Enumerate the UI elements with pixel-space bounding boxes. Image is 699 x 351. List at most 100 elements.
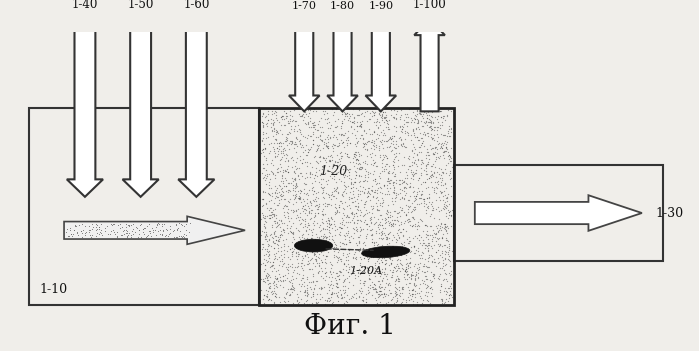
Point [350, 179, 361, 185]
Point [377, 251, 388, 256]
Point [289, 118, 301, 124]
Point [342, 276, 353, 281]
Point [410, 125, 421, 131]
Point [408, 286, 419, 291]
Point [139, 225, 150, 230]
Point [398, 162, 410, 167]
Point [268, 212, 279, 217]
Point [381, 182, 392, 187]
Point [350, 210, 361, 216]
Point [346, 111, 357, 117]
Point [413, 202, 424, 207]
Point [445, 288, 456, 293]
Point [259, 215, 271, 221]
Point [411, 235, 422, 241]
Point [375, 235, 387, 241]
Point [287, 269, 298, 275]
Point [373, 291, 384, 297]
Point [322, 253, 333, 259]
Point [403, 163, 414, 168]
Point [434, 265, 445, 271]
Point [385, 221, 396, 226]
Point [424, 285, 435, 291]
Point [257, 135, 268, 141]
Point [407, 223, 418, 228]
Point [387, 297, 398, 302]
Point [77, 231, 88, 236]
Point [284, 293, 296, 298]
Point [438, 152, 449, 158]
Point [288, 146, 299, 151]
Point [290, 253, 301, 259]
Point [348, 256, 359, 261]
Point [293, 172, 304, 178]
Point [271, 129, 282, 134]
Point [96, 232, 107, 238]
Point [266, 124, 277, 130]
Point [306, 215, 317, 221]
Point [382, 144, 393, 150]
Point [423, 258, 434, 264]
Point [377, 275, 389, 281]
Point [348, 126, 359, 131]
Point [407, 128, 418, 133]
Point [284, 264, 296, 269]
Point [259, 233, 271, 239]
Point [295, 113, 306, 119]
Point [347, 181, 359, 187]
Point [369, 239, 380, 245]
Point [442, 278, 453, 284]
Point [270, 150, 281, 155]
Point [303, 291, 314, 297]
Point [446, 280, 457, 285]
Point [432, 222, 443, 227]
Point [361, 254, 373, 259]
Point [363, 287, 374, 293]
Point [427, 205, 438, 211]
Point [308, 241, 319, 246]
Point [421, 269, 432, 274]
Point [313, 224, 324, 230]
Point [302, 274, 313, 279]
Point [261, 233, 273, 238]
Point [401, 300, 412, 305]
Point [309, 250, 320, 256]
Point [384, 135, 395, 140]
Point [409, 119, 420, 125]
Point [379, 115, 390, 120]
Point [317, 108, 329, 114]
Point [333, 269, 345, 274]
Point [299, 292, 310, 298]
Point [259, 266, 270, 272]
Point [433, 155, 445, 161]
Point [343, 219, 354, 224]
Point [302, 261, 313, 267]
Point [309, 242, 320, 248]
Point [412, 118, 424, 124]
Point [276, 193, 287, 199]
Point [342, 184, 353, 189]
Point [273, 140, 284, 146]
Point [294, 211, 305, 216]
Point [282, 243, 294, 249]
Point [389, 221, 400, 226]
Point [344, 115, 355, 121]
Point [313, 262, 324, 267]
Point [372, 191, 383, 196]
Point [408, 243, 419, 249]
Point [157, 232, 168, 237]
Point [439, 132, 450, 138]
Point [349, 220, 360, 226]
Point [368, 281, 379, 287]
Point [258, 111, 269, 116]
Point [338, 290, 350, 296]
Point [385, 177, 396, 183]
Point [366, 154, 377, 160]
Point [312, 300, 323, 305]
Point [434, 217, 445, 222]
Point [331, 195, 342, 200]
Point [405, 248, 417, 254]
Point [345, 271, 356, 277]
Point [124, 223, 135, 229]
Point [303, 246, 314, 252]
